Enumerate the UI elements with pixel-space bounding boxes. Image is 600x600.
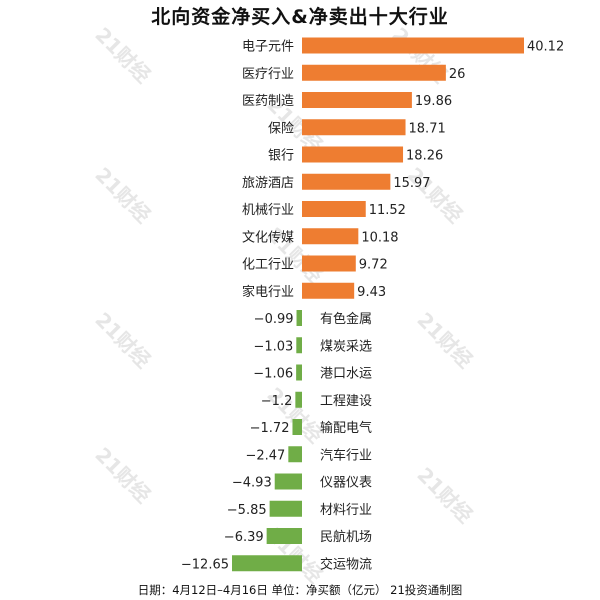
value-label: −1.06 <box>253 367 293 382</box>
watermark: 21财经 <box>262 383 327 448</box>
value-label: −1.72 <box>250 421 290 436</box>
category-label: 家电行业 <box>242 284 294 300</box>
value-label: 26 <box>449 67 466 82</box>
bar <box>296 364 302 381</box>
watermark: 21财经 <box>90 443 155 508</box>
category-label: 港口水运 <box>320 367 372 382</box>
watermark: 21财经 <box>90 23 155 88</box>
category-label: 化工行业 <box>242 258 294 273</box>
bar <box>302 201 366 217</box>
value-label: 11.52 <box>369 203 406 218</box>
bar <box>288 446 302 463</box>
category-label: 民航机场 <box>320 529 372 545</box>
bar <box>296 337 302 354</box>
category-label: 文化传媒 <box>242 230 294 245</box>
bar <box>296 310 302 326</box>
value-label: 10.18 <box>361 230 398 245</box>
category-label: 仪器仪表 <box>320 476 372 491</box>
category-label: 医药制造 <box>242 94 294 109</box>
watermark: 21财经 <box>412 463 477 528</box>
value-label: 9.72 <box>359 258 388 273</box>
bar <box>302 173 391 190</box>
category-label: 银行 <box>268 149 294 164</box>
bar <box>269 500 302 517</box>
watermark: 21财经 <box>90 163 155 228</box>
value-label: −5.85 <box>227 503 267 518</box>
value-label: −1.03 <box>253 339 293 354</box>
bar <box>302 92 412 108</box>
value-label: 15.97 <box>393 176 430 191</box>
category-label: 旅游酒店 <box>242 176 294 191</box>
value-label: −0.99 <box>254 312 294 327</box>
value-label: 9.43 <box>357 285 386 300</box>
category-label: 材料行业 <box>320 503 372 518</box>
bar <box>266 528 302 544</box>
bar <box>232 555 302 572</box>
bar <box>302 228 359 245</box>
value-label: 18.71 <box>409 121 446 136</box>
watermark: 21财经 <box>90 308 155 373</box>
category-label: 交运物流 <box>320 556 372 572</box>
category-label: 工程建设 <box>320 394 372 409</box>
bar <box>292 419 302 435</box>
category-label: 机械行业 <box>242 203 294 218</box>
watermark: 21财经 <box>402 163 467 228</box>
bar <box>274 473 302 490</box>
bar <box>302 64 446 81</box>
chart-title: 北向资金净买入&净卖出十大行业 <box>151 6 449 28</box>
bar <box>302 37 524 54</box>
chart-footer: 日期：4月12日–4月16日 单位：净买额（亿元） 21投资通制图 <box>137 583 463 597</box>
value-label: 19.86 <box>415 94 452 109</box>
bar <box>302 282 355 299</box>
bar <box>302 146 404 163</box>
value-label: −1.2 <box>261 394 293 409</box>
value-label: −6.39 <box>224 530 264 545</box>
value-label: 40.12 <box>527 40 564 55</box>
category-label: 煤炭采选 <box>320 339 372 354</box>
value-label: −4.93 <box>232 476 272 491</box>
value-label: 18.26 <box>406 149 443 164</box>
category-label: 有色金属 <box>320 311 372 327</box>
bar <box>302 255 356 272</box>
bar <box>302 119 406 136</box>
bar <box>295 391 302 408</box>
value-label: −2.47 <box>245 448 285 463</box>
category-label: 电子元件 <box>242 40 294 55</box>
watermark: 21财经 <box>412 308 477 373</box>
category-label: 汽车行业 <box>320 447 372 463</box>
category-label: 输配电气 <box>320 420 372 436</box>
value-label: −12.65 <box>181 557 229 572</box>
category-label: 保险 <box>268 121 294 136</box>
category-label: 医疗行业 <box>242 67 294 82</box>
